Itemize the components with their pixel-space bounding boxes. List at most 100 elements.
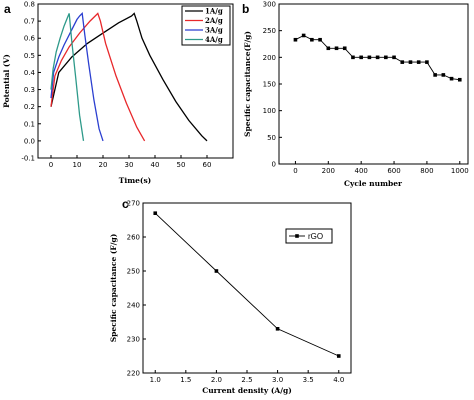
panel-a-letter: a [4, 2, 11, 16]
panel-a-xtick-label: 40 [151, 161, 160, 169]
panel-b-ytick-label: 250 [263, 27, 276, 35]
panel-a-xtick-label: 0 [49, 161, 53, 169]
panel-b-xlabel: Cycle number [344, 179, 403, 188]
panel-c-ytick-label: 220 [127, 370, 140, 378]
panel-c-ytick-label: 230 [127, 336, 140, 344]
panel-b-data-point [433, 73, 437, 77]
panel-b-data-point [359, 55, 363, 60]
panel-b-data-point [425, 60, 429, 64]
panel-c-xtick-label: 4.0 [333, 376, 344, 384]
panel-b-ytick-label: 150 [263, 81, 276, 89]
panel-a-series-line [50, 11, 104, 142]
panel-a-legend-label: 2A/g [205, 16, 223, 25]
panel-a-ytick-label: 0.1 [24, 120, 35, 128]
panel-b-data-point [416, 60, 421, 64]
panel-a-legend: 1A/g2A/g3A/g4A/g [181, 5, 231, 46]
panel-a-xlabel: Time(s) [119, 176, 151, 185]
panel-c-legend-marker [295, 234, 299, 238]
panel-b: b 0 200 400 600 800 1000 0 50 100 150 200 250 300 Cy… [242, 1, 469, 189]
panel-c-xtick-label: 2.0 [211, 376, 222, 384]
panel-b-data-point [293, 37, 298, 42]
panel-a-ytick-label: 0.2 [24, 103, 35, 111]
panel-b-data-point [342, 46, 347, 51]
panel-c: c 1.0 1.5 2.0 2.5 3.0 3.5 4.0 220 230 240 250 260 27… [109, 197, 352, 395]
panel-b-data-point [441, 73, 446, 77]
panel-b-data-point [408, 60, 413, 64]
panel-b-data-point [334, 46, 339, 51]
panel-b-data-point [301, 33, 306, 38]
panel-c-ytick-label: 270 [127, 200, 140, 208]
panel-a-series-line [50, 12, 208, 142]
panel-c-letter: c [122, 197, 129, 211]
panel-c-data-point [214, 269, 219, 273]
panel-c-legend: rGO [285, 228, 333, 244]
panel-b-xtick-label: 200 [322, 167, 335, 175]
panel-b-data-point [318, 37, 322, 42]
panel-a: a 0 10 20 30 40 50 60 -0.1 0.0 0.1 0.2 0.3 0.4 0.5 0.6… [2, 1, 234, 185]
panel-c-ytick-label: 250 [127, 268, 140, 276]
panel-b-xtick-label: 1000 [451, 167, 469, 175]
panel-b-ytick-label: 0 [272, 161, 276, 169]
panel-c-xtick-label: 1.5 [180, 376, 191, 384]
panel-b-xtick-label: 600 [387, 167, 400, 175]
panel-a-xtick-label: 20 [99, 161, 108, 169]
panel-b-data-point [326, 46, 331, 51]
panel-a-ticks: 0 10 20 30 40 50 60 -0.1 0.0 0.1 0.2 0.3 0.4 0.5 0.6 0.… [21, 1, 211, 170]
panel-c-ylabel: Specific capacitance (F/g) [109, 234, 118, 343]
panel-b-ytick-label: 100 [263, 107, 276, 115]
panel-b-xtick-label: 800 [420, 167, 433, 175]
panel-c-series-line [154, 212, 339, 357]
panel-b-letter: b [242, 2, 249, 16]
panel-b-ticks: 0 200 400 600 800 1000 0 50 100 150 200 250 300 [263, 1, 469, 176]
panel-b-data-point [375, 55, 380, 60]
panel-b-series [293, 33, 462, 82]
panel-b-ylabel: Specific capacitance(F/g) [243, 31, 252, 137]
panel-b-ytick-label: 200 [263, 54, 276, 62]
panel-a-legend-label: 4A/g [205, 35, 223, 44]
panel-a-xtick-label: 50 [177, 161, 186, 169]
panel-b-data-point [384, 55, 388, 60]
panel-b-plot-frame [278, 3, 469, 165]
panel-a-legend-label: 3A/g [205, 26, 223, 35]
panel-c-xtick-label: 3.0 [272, 376, 283, 384]
panel-c-xtick-label: 2.5 [241, 376, 252, 384]
panel-b-xtick-label: 400 [354, 167, 367, 175]
panel-c-ytick-label: 240 [127, 302, 140, 310]
panel-a-ylabel: Potential (V) [2, 54, 11, 108]
panel-b-ytick-label: 300 [263, 1, 276, 9]
panel-c-series [153, 211, 341, 358]
panel-c-data-point [336, 354, 341, 358]
panel-c-legend-box [285, 228, 333, 244]
panel-a-ytick-label: 0.5 [24, 52, 35, 60]
panel-c-xtick-label: 1.0 [150, 376, 161, 384]
panel-c-ticks: 1.0 1.5 2.0 2.5 3.0 3.5 4.0 220 230 240 250 260 270 [127, 200, 345, 385]
panel-a-ytick-label: 0.7 [24, 18, 35, 26]
panel-a-ytick-label: 0.6 [24, 35, 36, 43]
panel-c-legend-label: rGO [308, 232, 323, 241]
panel-a-ytick-label: 0.8 [24, 1, 35, 9]
panel-a-series [50, 11, 208, 142]
panel-c-ytick-label: 260 [127, 234, 140, 242]
panel-c-data-point [153, 211, 158, 215]
panel-a-legend-label: 1A/g [205, 7, 223, 16]
panel-c-xlabel: Current density (A/g) [202, 386, 292, 395]
panel-a-xtick-label: 10 [73, 161, 82, 169]
panel-a-series-line [50, 13, 85, 141]
panel-b-ytick-label: 50 [267, 134, 276, 142]
panel-b-data-point [449, 76, 454, 81]
panel-a-ytick-label: 0.4 [24, 69, 36, 77]
panel-a-series-line [50, 12, 146, 142]
panel-a-legend-box [181, 5, 231, 46]
panel-b-data-point [310, 37, 314, 42]
panel-b-xtick-label: 0 [293, 167, 297, 175]
panel-c-xtick-label: 3.5 [303, 376, 314, 384]
panel-a-ytick-label: 0.0 [24, 137, 35, 145]
panel-b-data-point [351, 55, 355, 60]
panel-a-plot-frame [37, 3, 234, 159]
panel-b-data-point [367, 55, 372, 60]
panel-b-data-point [392, 55, 396, 60]
panel-b-data-point [400, 60, 405, 64]
panel-a-ytick-label: -0.1 [21, 155, 35, 163]
panel-a-xtick-label: 30 [125, 161, 134, 169]
